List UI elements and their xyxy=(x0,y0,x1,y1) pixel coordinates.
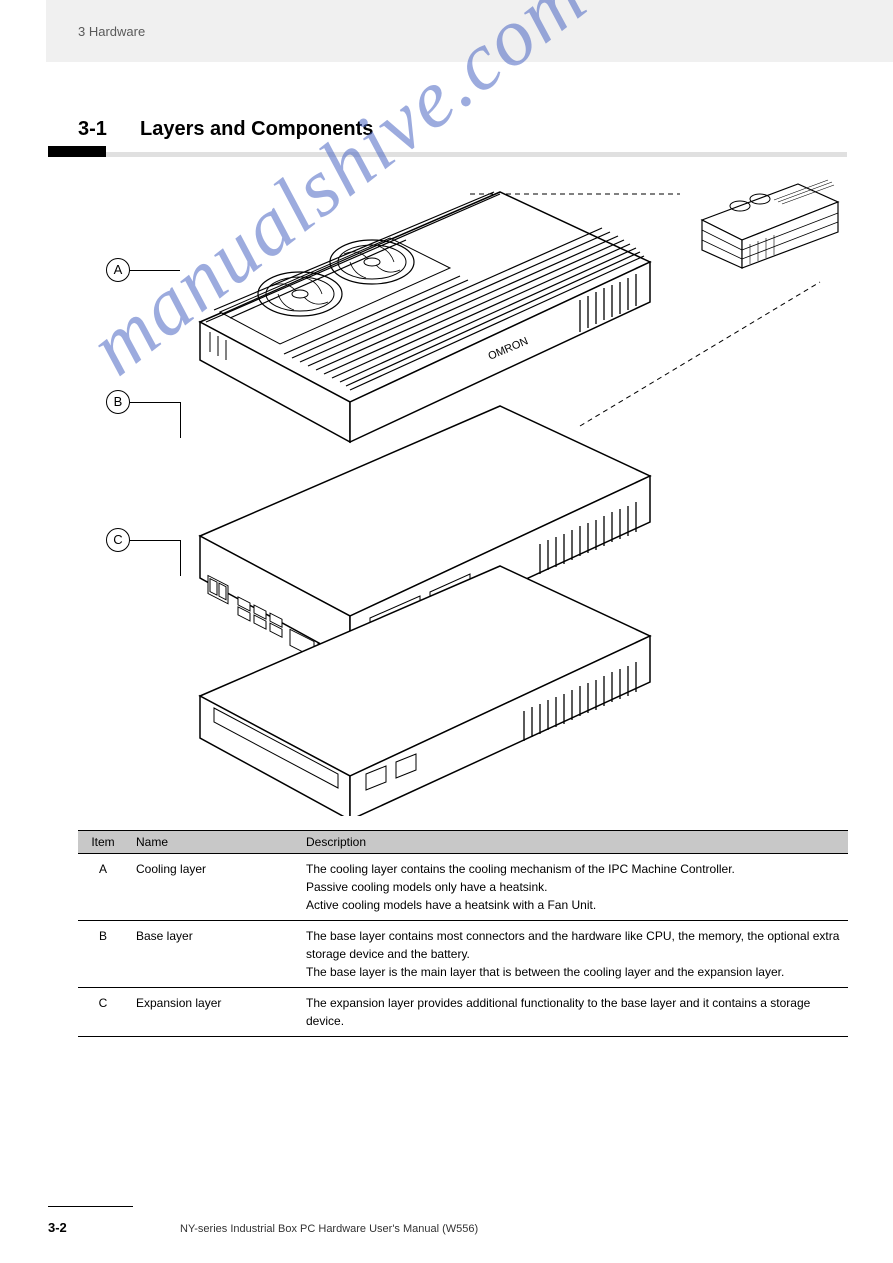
components-table: Item Name Description ACooling layerThe … xyxy=(78,830,848,1037)
section-marker-fade xyxy=(106,152,847,157)
diagram-svg: OMRON xyxy=(120,176,840,816)
callout-B-leader xyxy=(130,402,180,403)
table-cell-name: Cooling layer xyxy=(128,854,298,921)
callout-C: C xyxy=(106,528,130,552)
footer-rule xyxy=(48,1206,133,1207)
section-title: Layers and Components xyxy=(140,118,373,141)
header-bar xyxy=(46,0,893,62)
table-cell-desc: The cooling layer contains the cooling m… xyxy=(298,854,848,921)
layer-cooling: OMRON xyxy=(200,192,650,442)
inset-assembled xyxy=(702,180,838,268)
footer-manual-title: NY-series Industrial Box PC Hardware Use… xyxy=(180,1223,478,1235)
table-cell-item: B xyxy=(78,921,128,988)
header-chapter-text: 3 Hardware xyxy=(78,24,145,39)
section-marker-bar xyxy=(48,146,106,157)
callout-B: B xyxy=(106,390,130,414)
callout-A: A xyxy=(106,258,130,282)
table-cell-desc: The base layer contains most connectors … xyxy=(298,921,848,988)
footer-page-number: 3-2 xyxy=(48,1220,67,1235)
table-cell-name: Base layer xyxy=(128,921,298,988)
table-cell-item: A xyxy=(78,854,128,921)
callout-A-leader xyxy=(130,270,180,271)
th-item: Item xyxy=(78,831,128,854)
table-cell-item: C xyxy=(78,988,128,1037)
table-cell-name: Expansion layer xyxy=(128,988,298,1037)
exploded-diagram: OMRON xyxy=(120,176,820,816)
callout-C-leader xyxy=(130,540,180,541)
callout-B-leader-v xyxy=(180,402,181,438)
table-cell-desc: The expansion layer provides additional … xyxy=(298,988,848,1037)
callout-C-leader-v xyxy=(180,540,181,576)
th-desc: Description xyxy=(298,831,848,854)
th-name: Name xyxy=(128,831,298,854)
section-number: 3-1 xyxy=(78,118,107,141)
